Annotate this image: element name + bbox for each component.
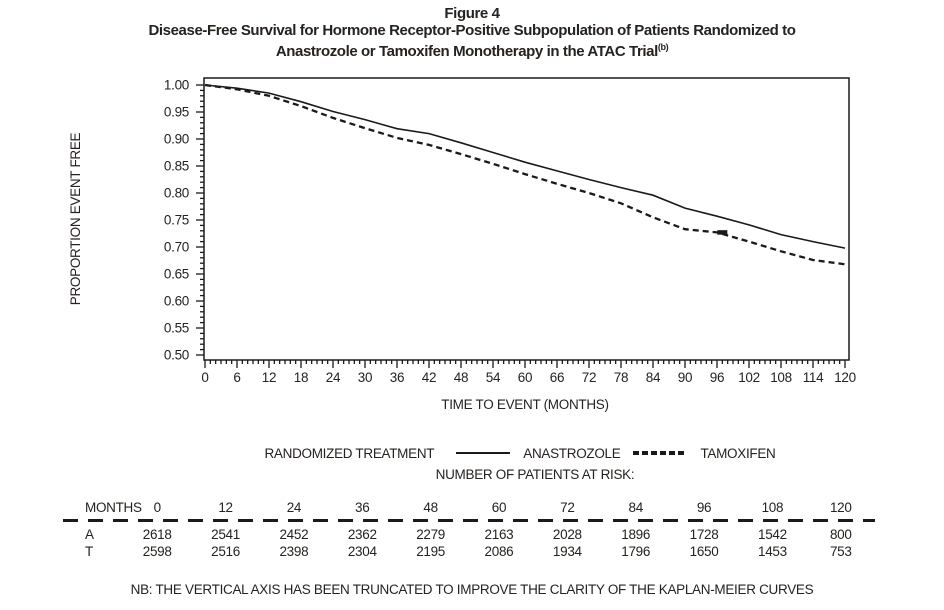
x-axis: 0 6 12 18 24 30 36 42 48 54 60 66 72 78 84 90 96 102 108 11…: [201, 360, 856, 385]
legend-title: RANDOMIZED TREATMENT: [264, 445, 435, 461]
y-tick-label: 0.70: [164, 240, 189, 255]
x-tick-label: 54: [486, 370, 501, 385]
x-tick-label: 12: [262, 370, 276, 385]
risk-cell: 2598: [142, 544, 172, 559]
row-label: MONTHS: [85, 500, 142, 515]
series-anastrozole-line: [204, 84, 846, 249]
y-axis-title: PROPORTION EVENT FREE: [68, 132, 83, 305]
dashed-divider: [63, 519, 875, 522]
figure-title-line1: Disease-Free Survival for Hormone Recept…: [148, 21, 796, 39]
truncation-note: NB: THE VERTICAL AXIS HAS BEEN TRUNCATED…: [130, 582, 814, 597]
risk-cell: 0: [153, 500, 162, 515]
risk-cell: 2516: [211, 544, 240, 559]
x-tick-label: 6: [233, 370, 240, 385]
risk-cell: 24: [286, 500, 302, 515]
risk-row-t: T 2598 2516 2398 2304 2195 2086 1934 1796 1650 145…: [63, 543, 875, 560]
y-tick-label: 0.85: [164, 159, 189, 174]
risk-cell: 12: [218, 500, 233, 515]
risk-cell: 1542: [757, 527, 787, 542]
risk-cell: 120: [829, 500, 852, 515]
x-tick-label: 90: [678, 370, 692, 385]
row-label: A: [85, 527, 94, 542]
x-tick-label: 18: [294, 370, 308, 385]
risk-cell: 2541: [211, 527, 240, 542]
risk-cell: 2279: [416, 527, 446, 542]
risk-cell: 1453: [757, 544, 787, 559]
x-tick-label: 30: [358, 370, 372, 385]
risk-cell: 96: [696, 500, 712, 515]
risk-cell: 72: [560, 500, 575, 515]
x-tick-label: 114: [803, 370, 824, 385]
risk-row-a: A 2618 2541 2452 2362 2279 2163 2028 1896 1728 154…: [63, 526, 875, 543]
risk-cell: 60: [491, 500, 507, 515]
x-tick-label: 48: [454, 370, 468, 385]
y-tick-label: 0.65: [164, 267, 189, 282]
figure-title: Figure 4 Disease-Free Survival for Hormo…: [0, 5, 944, 61]
risk-cell: 1896: [621, 527, 651, 542]
risk-cell: 1728: [689, 527, 719, 542]
x-tick-label: 72: [582, 370, 596, 385]
x-tick-label: 78: [614, 370, 628, 385]
figure-title-line2: Anastrozole or Tamoxifen Monotherapy in …: [275, 42, 669, 60]
y-tick-label: 0.90: [164, 132, 189, 147]
figure-label: Figure 4: [444, 5, 500, 22]
risk-cell: 2086: [484, 544, 514, 559]
x-tick-label: 36: [390, 370, 404, 385]
x-tick-label: 108: [770, 370, 792, 385]
risk-cell: 2163: [484, 527, 514, 542]
x-tick-label: 66: [550, 370, 564, 385]
x-tick-label: 96: [710, 370, 724, 385]
y-tick-label: 0.75: [164, 213, 189, 228]
x-tick-label: 102: [738, 370, 760, 385]
risk-cell: 2362: [347, 527, 377, 542]
risk-cell: 1934: [552, 544, 582, 559]
risk-cell: 2195: [416, 544, 446, 559]
legend-label-tamoxifen: TAMOXIFEN: [700, 445, 776, 461]
risk-cell: 1796: [621, 544, 651, 559]
x-tick-label: 0: [201, 370, 208, 385]
row-label: T: [85, 544, 93, 559]
x-tick-label: 42: [422, 370, 436, 385]
kaplan-meier-chart: 0.50 0.55 0.60 0.65 0.70 0.75 0.80 0.85 0.90 0.95…: [68, 77, 856, 412]
risk-cell: 1650: [689, 544, 719, 559]
x-tick-label: 24: [326, 370, 341, 385]
risk-cell: 2618: [142, 527, 172, 542]
risk-header-row: MONTHS 0 12 24 36 48 60 72 84 96 108 120: [63, 499, 875, 516]
legend-label-anastrozole: ANASTROZOLE: [523, 445, 621, 461]
risk-table-title: NUMBER OF PATIENTS AT RISK:: [435, 467, 635, 482]
y-axis: 0.50 0.55 0.60 0.65 0.70 0.75 0.80 0.85 0.90 0.95…: [164, 78, 204, 363]
risk-cell: 48: [423, 500, 438, 515]
risk-cell: 2304: [347, 544, 377, 559]
series-tamoxifen-line: [204, 83, 846, 266]
risk-cell: 36: [355, 500, 370, 515]
risk-cell: 84: [628, 500, 643, 515]
y-tick-label: 0.55: [164, 321, 189, 336]
risk-cell: 108: [761, 500, 784, 515]
risk-cell: 2452: [279, 527, 309, 542]
number-at-risk-table: MONTHS 0 12 24 36 48 60 72 84 96 108 120 A 2618 2541 24…: [63, 499, 875, 560]
y-tick-label: 0.60: [164, 294, 189, 309]
risk-cell: 800: [829, 527, 852, 542]
y-tick-label: 0.50: [164, 348, 189, 363]
y-tick-label: 0.80: [164, 186, 189, 201]
x-axis-title: TIME TO EVENT (MONTHS): [441, 397, 608, 412]
figure-title-superscript: (b): [657, 42, 669, 52]
x-tick-label: 60: [518, 370, 532, 385]
y-tick-label: 1.00: [164, 78, 189, 93]
anastrozole-solid-line-sample: [456, 452, 511, 454]
x-tick-label: 120: [834, 370, 856, 385]
risk-cell: 753: [829, 544, 852, 559]
chart-legend: RANDOMIZED TREATMENT ANASTROZOLE TAMOXIF…: [180, 444, 860, 462]
y-tick-label: 0.95: [164, 105, 189, 120]
tamoxifen-dashed-line-sample: [633, 451, 688, 455]
risk-cell: 2398: [279, 544, 309, 559]
risk-cell: 2028: [552, 527, 582, 542]
x-tick-label: 84: [646, 370, 661, 385]
plot-frame: [203, 77, 850, 361]
